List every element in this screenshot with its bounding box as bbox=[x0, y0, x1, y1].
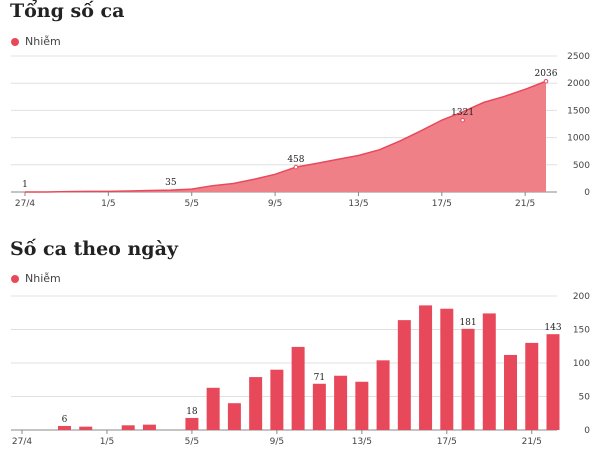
bar-6-5 bbox=[206, 387, 220, 430]
bar-7-5 bbox=[227, 403, 241, 430]
y-tick-label: 1000 bbox=[567, 134, 590, 144]
x-tick-label: 5/5 bbox=[184, 199, 198, 209]
bar-14-5 bbox=[376, 360, 390, 430]
x-tick-label: 21/5 bbox=[522, 437, 542, 447]
bar-20-5 bbox=[504, 354, 518, 430]
bar-13-5 bbox=[355, 381, 369, 430]
chart-legend: Nhiễm bbox=[11, 272, 61, 285]
bar-9-5 bbox=[270, 369, 284, 430]
legend-label: Nhiễm bbox=[25, 272, 61, 285]
data-label: 6 bbox=[62, 415, 68, 425]
bar-2-5 bbox=[121, 425, 135, 430]
legend-marker bbox=[11, 37, 19, 46]
y-tick-label: 0 bbox=[584, 188, 590, 198]
y-tick-label: 500 bbox=[573, 161, 590, 171]
data-point-marker bbox=[543, 78, 549, 84]
y-tick-label: 2000 bbox=[567, 79, 590, 89]
x-tick-label: 13/5 bbox=[348, 199, 368, 209]
data-label: 181 bbox=[459, 318, 476, 328]
bar-3-5 bbox=[142, 424, 156, 430]
data-label: 143 bbox=[544, 323, 561, 333]
data-point-marker bbox=[460, 117, 465, 123]
y-tick-label: 200 bbox=[573, 292, 590, 302]
x-tick-label: 17/5 bbox=[432, 199, 452, 209]
x-tick-label: 13/5 bbox=[352, 437, 372, 447]
daily-cases-chart: Số ca theo ngày Nhiễm 0 50 100 150 200 27/4 1/… bbox=[0, 234, 600, 451]
data-label: 18 bbox=[186, 407, 198, 417]
data-label: 35 bbox=[165, 178, 177, 188]
bar-11-5 bbox=[312, 383, 326, 430]
y-tick-label: 1500 bbox=[567, 106, 590, 116]
data-label: 1321 bbox=[451, 108, 474, 118]
x-tick-label: 21/5 bbox=[515, 199, 535, 209]
bar-15-5 bbox=[397, 320, 411, 430]
x-tick-label: 17/5 bbox=[437, 437, 457, 447]
y-tick-label: 50 bbox=[579, 393, 591, 403]
x-tick-label: 5/5 bbox=[185, 437, 199, 447]
x-tick-label: 9/5 bbox=[270, 437, 284, 447]
chart-title: Tổng số ca bbox=[10, 0, 125, 22]
bar-18-5 bbox=[461, 328, 475, 430]
data-label: 2036 bbox=[535, 69, 558, 79]
data-label: 458 bbox=[287, 155, 304, 165]
x-tick-label: 27/4 bbox=[12, 437, 32, 447]
bar-5-5 bbox=[185, 417, 199, 430]
bar-8-5 bbox=[249, 377, 263, 430]
bar-22-5 bbox=[546, 334, 560, 430]
y-tick-label: 2500 bbox=[567, 52, 590, 62]
bar-19-5 bbox=[482, 313, 496, 430]
data-label: 71 bbox=[314, 373, 325, 383]
chart-legend: Nhiễm bbox=[11, 35, 61, 48]
y-tick-label: 100 bbox=[573, 359, 590, 369]
bar-12-5 bbox=[334, 375, 348, 430]
bar-21-5 bbox=[525, 342, 539, 430]
data-point-marker bbox=[293, 164, 299, 170]
x-tick-label: 27/4 bbox=[15, 199, 35, 209]
x-tick-label: 1/5 bbox=[101, 199, 115, 209]
series-line-nhiem bbox=[25, 80, 547, 193]
y-tick-label: 150 bbox=[573, 326, 590, 336]
series-area-nhiem bbox=[25, 81, 546, 192]
bar-30-4 bbox=[79, 426, 93, 430]
x-tick-label: 9/5 bbox=[268, 199, 282, 209]
bar-17-5 bbox=[440, 308, 454, 430]
legend-marker bbox=[11, 274, 19, 283]
bar-16-5 bbox=[419, 305, 433, 430]
bar-10-5 bbox=[291, 346, 305, 430]
chart-title: Số ca theo ngày bbox=[10, 238, 178, 260]
daily-cases-plot: 0 50 100 150 200 27/4 1/5 5/5 9/5 13/5 17/5 21/5 6 18… bbox=[11, 292, 591, 447]
x-tick-label: 1/5 bbox=[100, 437, 114, 447]
total-cases-chart: Tổng số ca Nhiễm 0 500 1000 1500 2000 2500 27/… bbox=[0, 0, 600, 220]
data-label: 1 bbox=[22, 180, 28, 190]
y-tick-label: 0 bbox=[584, 426, 590, 436]
legend-label: Nhiễm bbox=[25, 35, 61, 48]
bar-29-4 bbox=[57, 425, 71, 430]
total-cases-plot: 0 500 1000 1500 2000 2500 27/4 1/5 5/5 9/5 13/5 17/… bbox=[11, 52, 590, 209]
